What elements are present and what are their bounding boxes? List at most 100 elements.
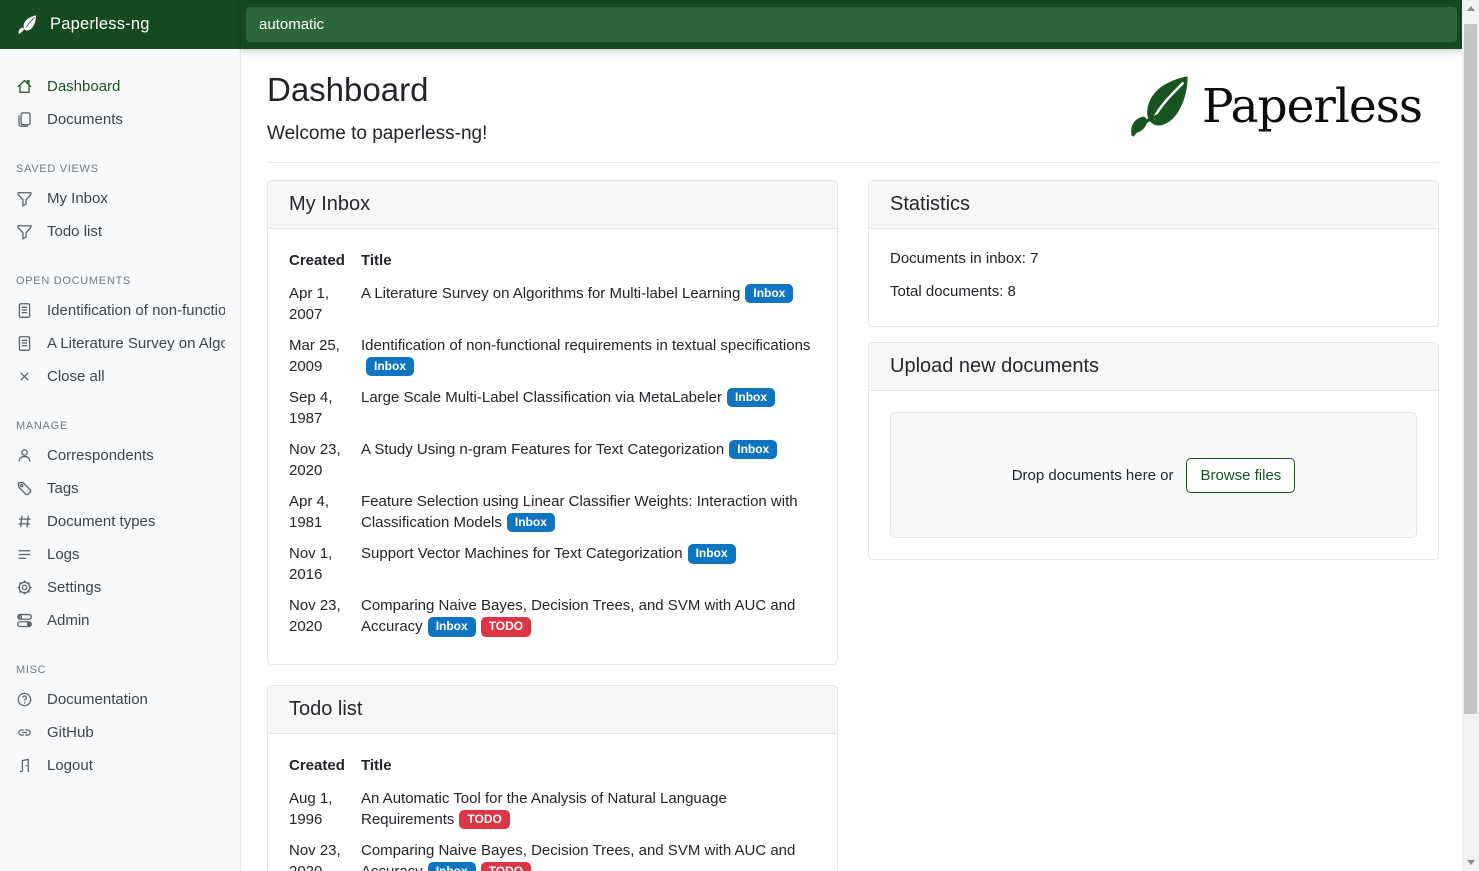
scrollbar-up-button[interactable] [1462, 0, 1479, 17]
sidebar-item-correspondents[interactable]: Correspondents [0, 439, 241, 472]
card-body: Created Title Apr 1, 2007 A Literature S… [268, 229, 837, 664]
divider [267, 162, 1439, 163]
card-body: Drop documents here or Browse files [869, 391, 1438, 559]
right-column: Statistics Documents in inbox: 7 Total d… [868, 180, 1439, 560]
sidebar-item-label: Dashboard [47, 78, 121, 95]
brand-link[interactable]: Paperless-ng [0, 0, 241, 49]
doc-created: Apr 4, 1981 [289, 493, 330, 532]
sidebar-item-label: A Literature Survey on Algori… [47, 335, 225, 352]
sidebar-item-tags[interactable]: Tags [0, 472, 241, 505]
table-row: Nov 23, 2020 Comparing Naive Bayes, Deci… [289, 835, 816, 871]
browse-files-button[interactable]: Browse files [1186, 457, 1296, 493]
table-row: Sep 4, 1987 Large Scale Multi-Label Clas… [289, 382, 816, 434]
table-row: Nov 1, 2016 Support Vector Machines for … [289, 538, 816, 590]
sidebar-item-document-types[interactable]: Document types [0, 505, 241, 538]
document-link[interactable]: An Automatic Tool for the Analysis of Na… [361, 789, 727, 828]
sidebar-section-open-documents: OPEN DOCUMENTS [16, 275, 131, 287]
sidebar-item-label: Documents [47, 111, 123, 128]
gear-icon [17, 580, 32, 595]
doc-created: Sep 4, 1987 [289, 389, 333, 428]
upload-dropzone[interactable]: Drop documents here or Browse files [890, 412, 1417, 538]
tag-badge-inbox[interactable]: Inbox [427, 861, 476, 871]
card-title: Statistics [869, 181, 1438, 229]
document-link[interactable]: Comparing Naive Bayes, Decision Trees, a… [361, 597, 796, 636]
scrollbar-down-button[interactable] [1462, 854, 1479, 871]
document-link[interactable]: A Study Using n-gram Features for Text C… [361, 441, 725, 459]
document-link[interactable]: A Literature Survey on Algorithms for Mu… [361, 285, 741, 302]
tag-badge-inbox[interactable]: Inbox [727, 388, 776, 408]
doc-created: Nov 1, 2016 [289, 545, 333, 584]
document-link[interactable]: Comparing Naive Bayes, Decision Trees, a… [361, 841, 796, 871]
sidebar-item-my-inbox[interactable]: My Inbox [0, 182, 241, 215]
document-link[interactable]: Feature Selection using Linear Classifie… [361, 493, 798, 532]
sidebar-item-label: Todo list [47, 223, 103, 240]
sidebar-item-logout[interactable]: Logout [0, 749, 241, 782]
doc-created: Nov 23, 2020 [289, 841, 341, 871]
file-text-icon [18, 336, 31, 351]
sidebar-item-documentation[interactable]: Documentation [0, 683, 241, 716]
doc-created: Nov 23, 2020 [289, 597, 341, 636]
home-icon [17, 79, 32, 93]
sidebar-item-label: GitHub [47, 724, 94, 741]
sidebar-item-open-doc-1[interactable]: Identification of non-functio… [0, 294, 241, 327]
sidebar-item-label: Settings [47, 579, 102, 596]
sidebar-item-admin[interactable]: Admin [0, 604, 241, 637]
sidebar-item-github[interactable]: GitHub [0, 716, 241, 749]
funnel-icon [17, 192, 32, 207]
hash-icon [18, 515, 31, 528]
sidebar-item-todo-list[interactable]: Todo list [0, 215, 241, 248]
upload-card: Upload new documents Drop documents here… [868, 342, 1439, 560]
tag-badge-inbox[interactable]: Inbox [506, 513, 555, 533]
document-link[interactable]: Large Scale Multi-Label Classification v… [361, 389, 723, 407]
inbox-table: Created Title Apr 1, 2007 A Literature S… [289, 250, 816, 643]
leaf-icon [18, 15, 37, 34]
main-area: Dashboard Welcome to paperless-ng! Paper… [241, 0, 1462, 871]
scrollbar-thumb[interactable] [1464, 24, 1477, 714]
sidebar-item-logs[interactable]: Logs [0, 538, 241, 571]
tag-badge-inbox[interactable]: Inbox [687, 544, 736, 564]
sidebar-item-label: Close all [47, 368, 105, 385]
stat-total-documents: Total documents: 8 [890, 283, 1016, 300]
sidebar-item-open-doc-2[interactable]: A Literature Survey on Algori… [0, 327, 241, 360]
window-scrollbar [1462, 0, 1479, 871]
table-header-row: Created Title [289, 755, 816, 783]
doc-created: Apr 1, 2007 [289, 285, 330, 323]
page-content: Dashboard Welcome to paperless-ng! Paper… [241, 49, 1462, 871]
logo-wordmark: Paperless [1202, 78, 1423, 134]
sidebar-item-label: Identification of non-functio… [47, 302, 225, 319]
tag-badge-inbox[interactable]: Inbox [745, 284, 794, 304]
tag-badge-inbox[interactable]: Inbox [366, 357, 414, 377]
todo-list-card: Todo list Created Title [267, 684, 838, 871]
page-title: Dashboard [267, 71, 429, 108]
sidebar-item-dashboard[interactable]: Dashboard [0, 70, 241, 103]
file-text-icon [18, 303, 31, 318]
toggles-icon [17, 613, 32, 628]
leaf-logo-icon [1131, 76, 1188, 137]
column-header-created: Created [289, 252, 345, 269]
document-link[interactable]: Identification of non-functional require… [361, 337, 811, 354]
statistics-card: Statistics Documents in inbox: 7 Total d… [868, 180, 1439, 327]
text-left-icon [18, 550, 31, 559]
tag-icon [18, 482, 32, 496]
table-header-row: Created Title [289, 250, 816, 278]
table-row: Mar 25, 2009 Identification of non-funct… [289, 330, 816, 382]
sidebar-item-label: Document types [47, 513, 156, 530]
sidebar-item-label: Logs [47, 546, 80, 563]
tag-badge-inbox[interactable]: Inbox [729, 440, 778, 460]
doc-created: Nov 23, 2020 [289, 441, 341, 480]
search-input[interactable] [246, 7, 1457, 42]
card-title: My Inbox [268, 181, 837, 229]
sidebar-item-close-all[interactable]: Close all [0, 360, 241, 393]
tag-badge-todo[interactable]: TODO [459, 809, 510, 829]
my-inbox-card: My Inbox Created Title [267, 180, 838, 665]
tag-badge-todo[interactable]: TODO [480, 861, 532, 871]
card-body: Created Title Aug 1, 1996 An Automatic T… [268, 734, 837, 871]
sidebar-item-documents[interactable]: Documents [0, 103, 241, 136]
tag-badge-todo[interactable]: TODO [480, 617, 532, 637]
sidebar-item-settings[interactable]: Settings [0, 571, 241, 604]
card-body: Documents in inbox: 7 Total documents: 8 [869, 229, 1438, 326]
document-link[interactable]: Support Vector Machines for Text Categor… [361, 545, 683, 563]
sidebar-nav: Dashboard Documents SAVED VIEWS My Inbox [0, 49, 241, 782]
tag-badge-inbox[interactable]: Inbox [427, 617, 476, 637]
